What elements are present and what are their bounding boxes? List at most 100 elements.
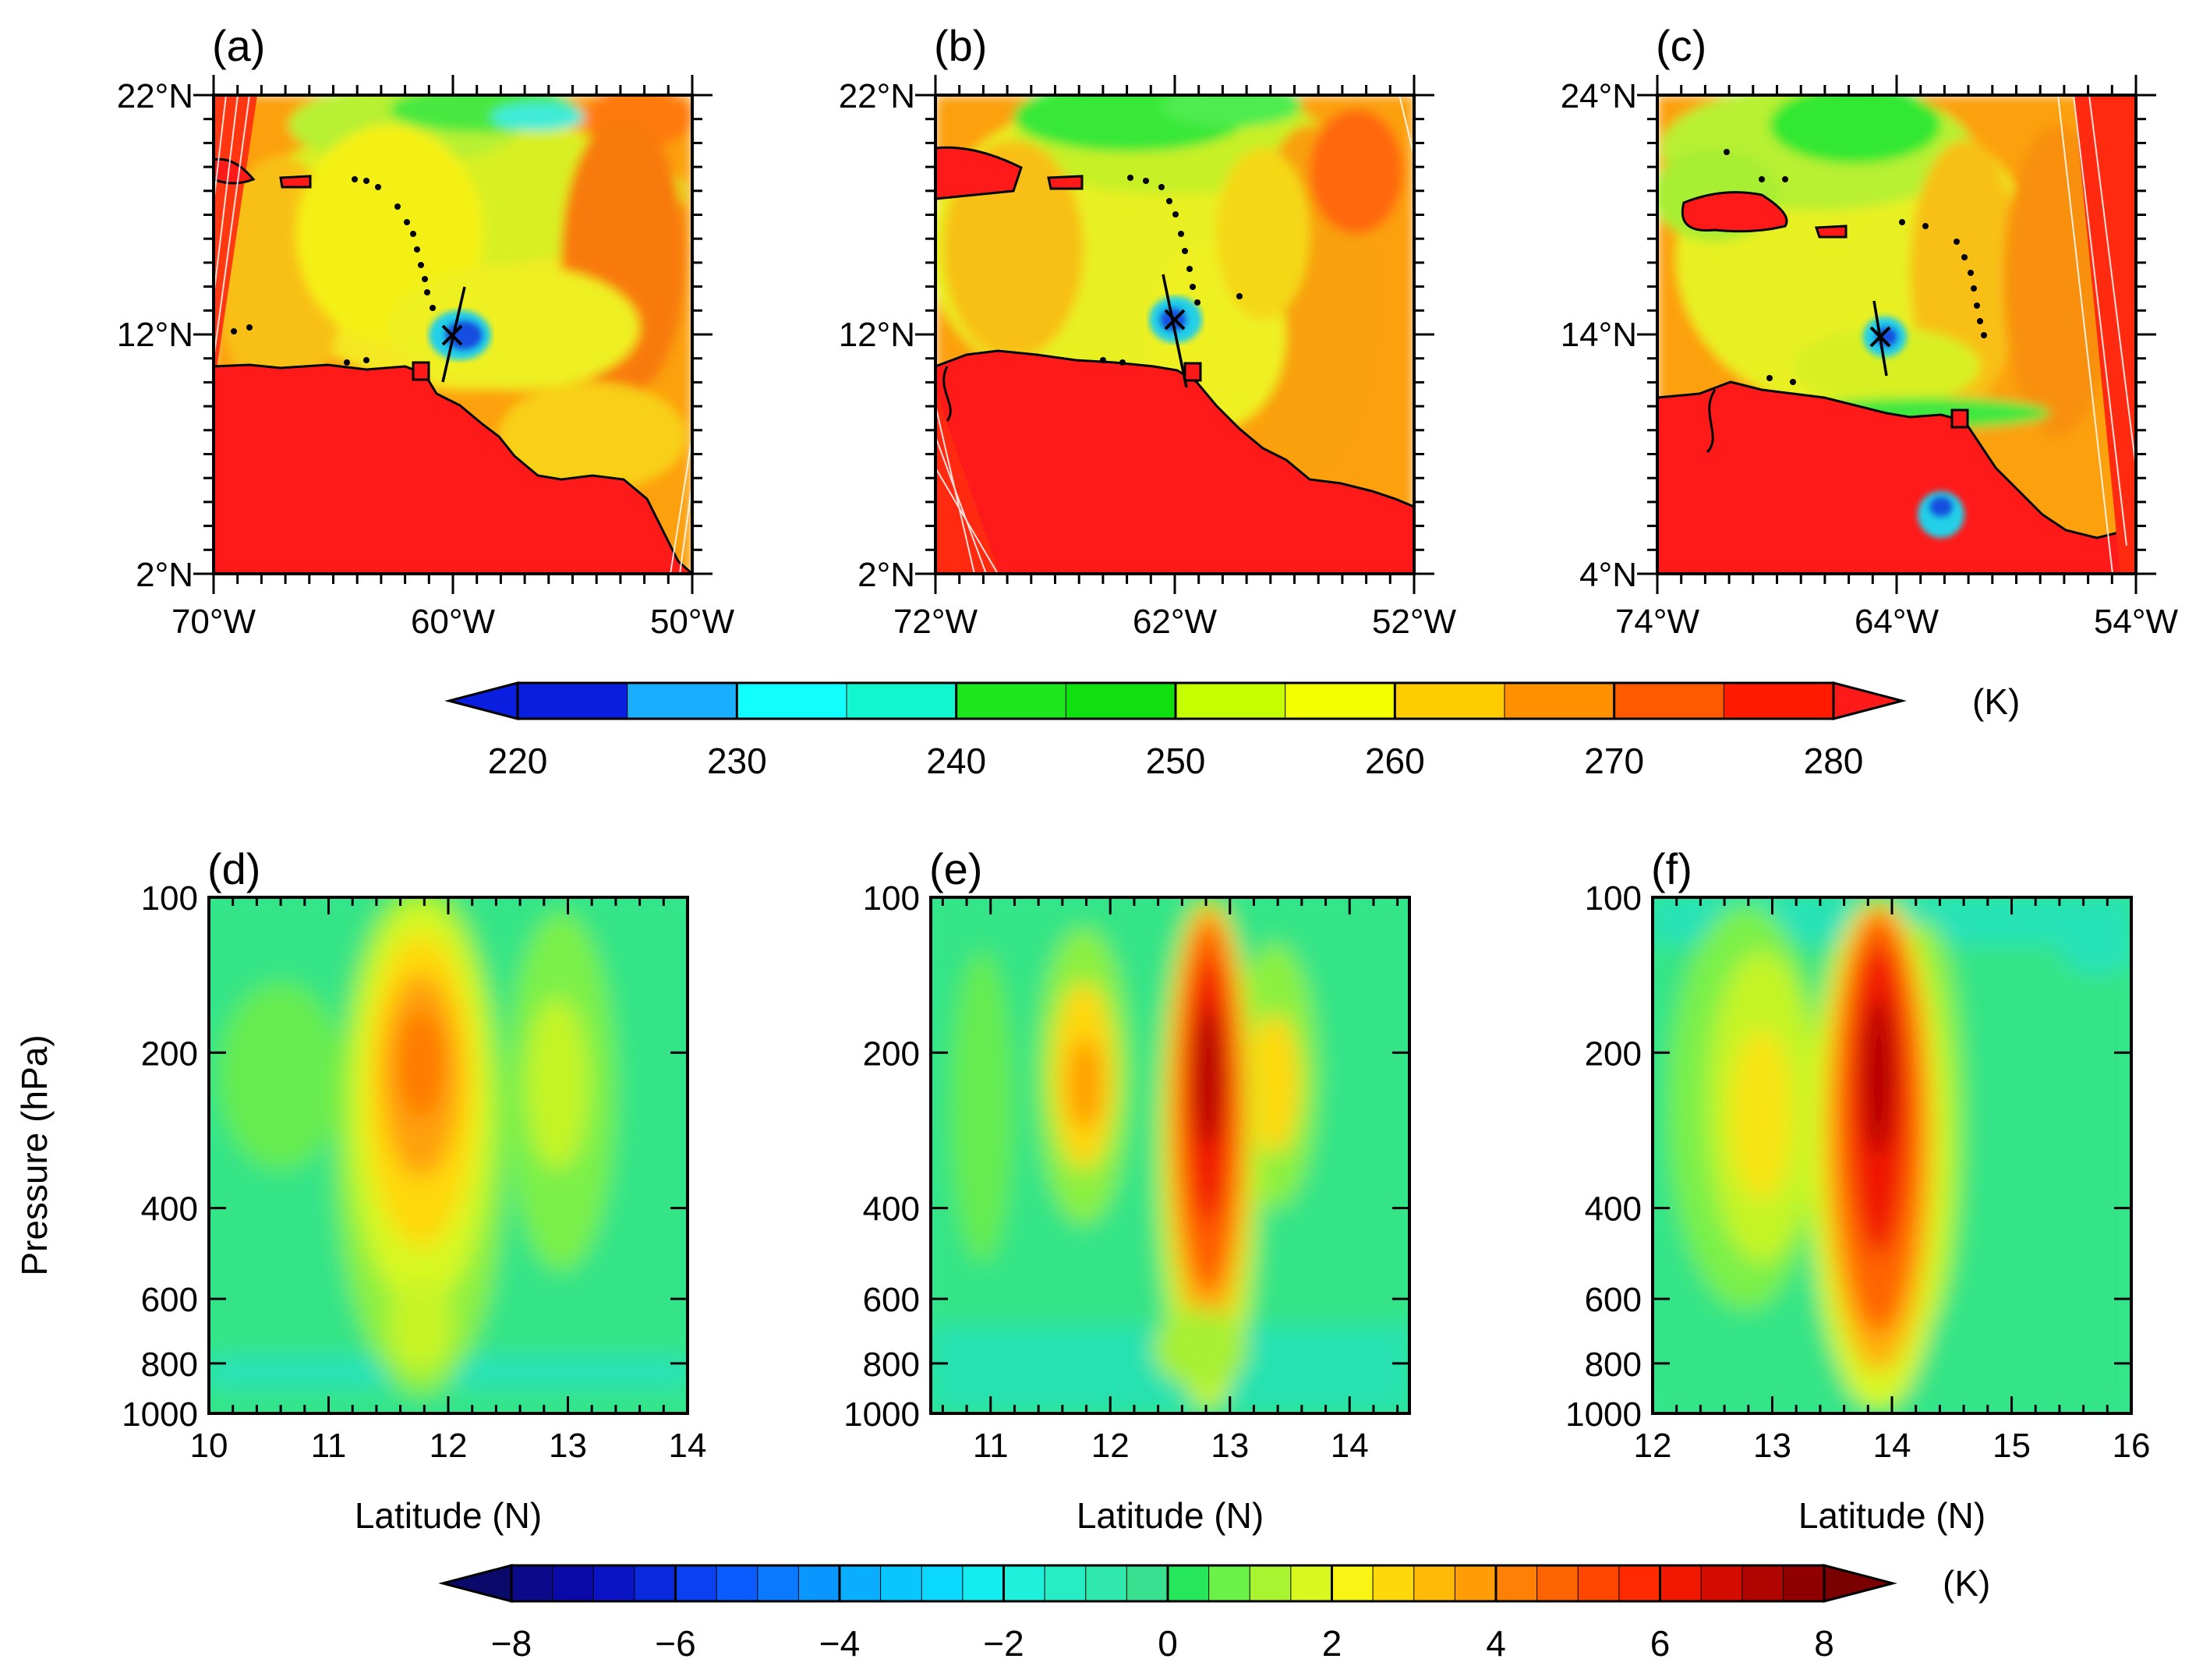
panel-a-xtick-3: 50°W	[650, 603, 735, 641]
y-tick-label: 1000	[1565, 1395, 1642, 1434]
panel-b-land	[935, 349, 1414, 574]
panel-c-ytick-2: 14°N	[1561, 316, 1637, 354]
colorbar-cell	[1331, 1565, 1374, 1601]
colorbar-cell	[1395, 683, 1505, 719]
colorbar-tick-label: 270	[1584, 741, 1644, 781]
y-tick-label: 600	[863, 1281, 920, 1319]
colorbar-cell	[634, 1565, 676, 1601]
y-tick-label: 600	[1585, 1281, 1642, 1319]
colorbar-under-triangle	[438, 1564, 513, 1603]
panel-b-xtick-1: 72°W	[893, 603, 978, 641]
panel-a: (a) 22°N 12°N 2°N 70°W 60°W 50°W	[117, 21, 735, 641]
panel-d-ylabel: Pressure (hPa)	[14, 1035, 55, 1275]
colorbar-cell	[627, 683, 737, 719]
y-tick-label: 200	[863, 1035, 920, 1073]
colorbar-tick-label: 8	[1814, 1623, 1834, 1664]
x-tick-label: 13	[1211, 1427, 1249, 1465]
panel-e-field	[931, 897, 1409, 1413]
colorbar-cell	[1724, 683, 1834, 719]
panel-a-xtick-2: 60°W	[411, 603, 496, 641]
x-tick-label: 11	[973, 1427, 1009, 1465]
colorbar-cell	[1126, 1565, 1169, 1601]
colorbar-cell	[511, 1565, 553, 1601]
colorbar-tick-label: −2	[983, 1623, 1024, 1664]
colorbar-tick-label: 240	[926, 741, 986, 781]
colorbar-cell	[1578, 1565, 1620, 1601]
colorbar-cell	[675, 1565, 717, 1601]
panel-e-label: (e)	[929, 844, 982, 893]
panel-b-storm-center-marker	[1164, 309, 1186, 331]
panel-a-xtick-1: 70°W	[171, 603, 256, 641]
panel-c-ticks	[1637, 75, 2156, 594]
colorbar-top-cells	[444, 681, 1907, 720]
panel-e-frame	[929, 896, 1411, 1415]
colorbar-cell	[593, 1565, 635, 1601]
colorbar-bottom-unit: (K)	[1943, 1563, 1990, 1604]
x-tick-label: 12	[1634, 1427, 1672, 1465]
panel-e-ticks: 11 12 13 14 100 200 400 600 800 1000	[843, 879, 1409, 1465]
colorbar-tick-label: 0	[1158, 1623, 1178, 1664]
colorbar-cell	[1505, 683, 1615, 719]
colorbar-cell	[1285, 683, 1395, 719]
colorbar-cell	[552, 1565, 594, 1601]
x-tick-label: 12	[430, 1427, 468, 1465]
x-tick-label: 16	[2113, 1427, 2151, 1465]
colorbar-cell	[962, 1565, 1004, 1601]
colorbar-tick-label: 2	[1322, 1623, 1342, 1664]
x-tick-label: 14	[669, 1427, 707, 1465]
colorbar-tick-label: 230	[707, 741, 767, 781]
colorbar-cell	[1290, 1565, 1332, 1601]
panel-c-ytick-1: 24°N	[1561, 77, 1637, 115]
colorbar-cell	[847, 683, 957, 719]
panel-c-label: (c)	[1656, 21, 1706, 70]
colorbar-cell	[1496, 1565, 1538, 1601]
colorbar-bottom: −8 −6 −4 −2 0 2 4 6 8 (K)	[438, 1563, 1990, 1664]
panel-c-ytick-3: 4°N	[1579, 556, 1637, 594]
panel-b-ytick-1: 22°N	[839, 77, 915, 115]
colorbar-cell	[1413, 1565, 1455, 1601]
x-tick-label: 13	[1753, 1427, 1791, 1465]
colorbar-cell	[1660, 1565, 1702, 1601]
colorbar-cell	[757, 1565, 799, 1601]
panel-a-storm-center-marker	[441, 324, 463, 346]
panel-a-ytick-3: 2°N	[136, 556, 193, 594]
colorbar-cell	[1085, 1565, 1127, 1601]
x-tick-label: 13	[549, 1427, 587, 1465]
y-tick-label: 800	[141, 1346, 198, 1384]
y-tick-label: 800	[1585, 1346, 1642, 1384]
panel-e: 11 12 13 14 100 200 400 600 800 1000 (e) Latitude…	[843, 844, 1411, 1536]
panel-b-xtick-3: 52°W	[1372, 603, 1457, 641]
colorbar-top-unit: (K)	[1972, 681, 2020, 722]
colorbar-cell	[1066, 683, 1176, 719]
colorbar-cell	[1176, 683, 1286, 719]
panel-f-label: (f)	[1651, 844, 1692, 893]
colorbar-cell	[798, 1565, 840, 1601]
colorbar-cell	[840, 1565, 882, 1601]
panel-e-xlabel: Latitude (N)	[1077, 1495, 1264, 1536]
panel-f-ticks: 12 13 14 15 16 100 200 400 600 800 1000	[1565, 879, 2150, 1465]
panel-c-xtick-1: 74°W	[1615, 603, 1700, 641]
colorbar-cell	[1045, 1565, 1087, 1601]
y-tick-label: 600	[141, 1281, 198, 1319]
colorbar-cell	[518, 683, 628, 719]
colorbar-tick-label: −6	[655, 1623, 695, 1664]
colorbar-cell	[1618, 1565, 1660, 1601]
panel-c-storm-center-marker	[1869, 326, 1891, 348]
panel-b-label: (b)	[934, 21, 987, 70]
colorbar-bottom-labels: −8 −6 −4 −2 0 2 4 6 8	[491, 1565, 1834, 1664]
colorbar-over-triangle	[1832, 681, 1907, 720]
x-tick-label: 12	[1091, 1427, 1130, 1465]
colorbar-cell	[1536, 1565, 1579, 1601]
panel-b-field	[935, 95, 1414, 574]
y-tick-label: 1000	[122, 1395, 198, 1434]
colorbar-cell	[1373, 1565, 1415, 1601]
colorbar-tick-label: 6	[1650, 1623, 1671, 1664]
colorbar-tick-label: −4	[819, 1623, 860, 1664]
panel-f-field	[1653, 897, 2131, 1413]
panel-c-xtick-2: 64°W	[1855, 603, 1939, 641]
panel-c: (c) 24°N 14°N 4°N 74°W 64°W 54°W	[1561, 21, 2179, 641]
panel-d: 10 11 12 13 14 100 200 400 600 800 1000 (d) Latitu…	[14, 844, 706, 1536]
colorbar-cell	[1783, 1565, 1825, 1601]
panel-b: (b) 22°N 12°N 2°N 72°W 62°W 52°W	[839, 21, 1457, 641]
